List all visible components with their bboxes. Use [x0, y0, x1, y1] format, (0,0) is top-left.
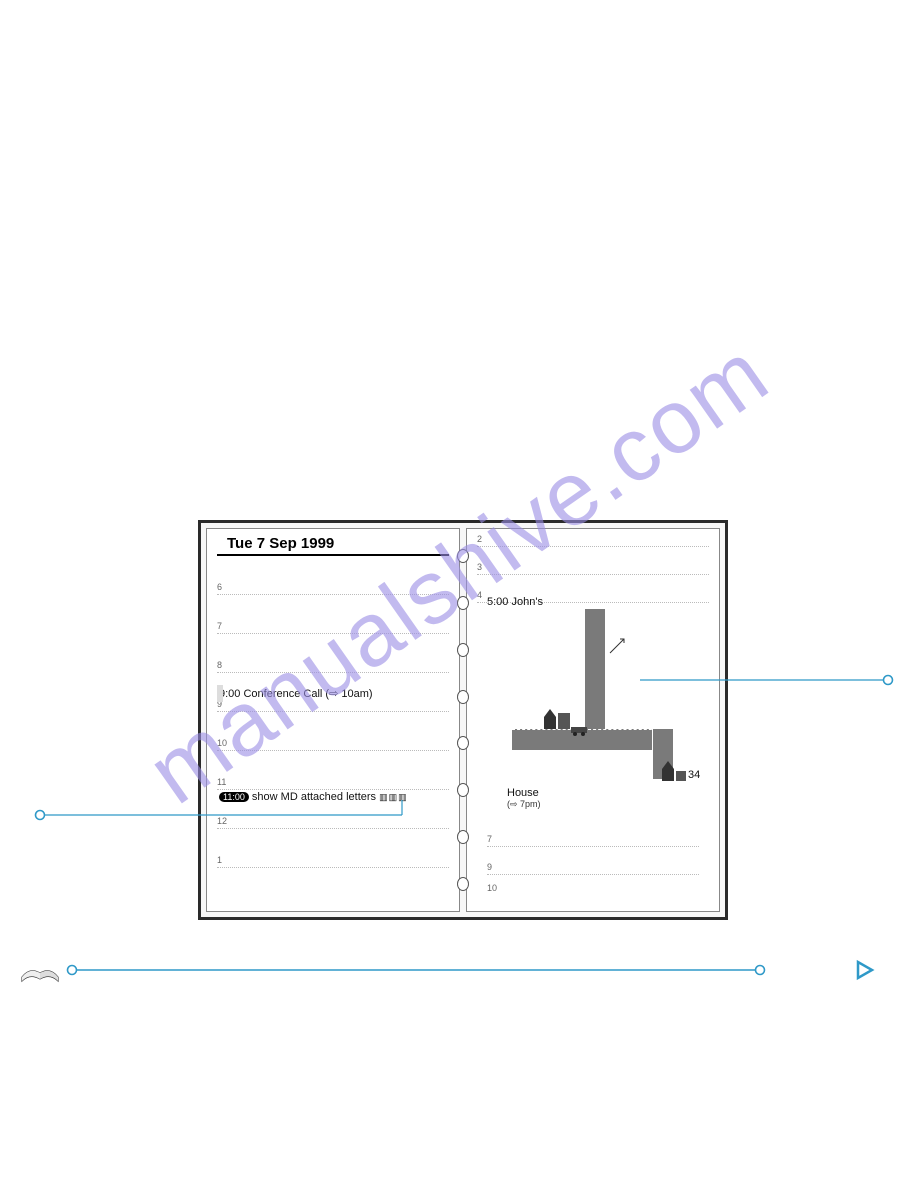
hour-label: 8 — [217, 660, 233, 672]
hour-label: 11 — [217, 777, 233, 789]
entry-time: 5:00 — [487, 596, 508, 608]
agenda-book: Tue 7 Sep 1999 6 7 8 9 10 11 12 1 9:00 C… — [198, 520, 728, 920]
hour-label: 9 — [487, 862, 503, 874]
entry-text: Conference Call (⇨ 10am) — [243, 688, 372, 700]
entry-text: John's — [511, 596, 542, 608]
ring-icon — [457, 830, 469, 844]
page-title: Tue 7 Sep 1999 — [217, 529, 449, 556]
ring-icon — [457, 877, 469, 891]
attachment-icons[interactable]: ▥▥▥ — [379, 792, 408, 802]
entry-badge: 11:00 — [219, 792, 249, 802]
compass-icon — [608, 637, 626, 655]
entry-time: 9:00 — [219, 688, 240, 700]
hour-label: 3 — [477, 562, 493, 574]
ring-icon — [457, 736, 469, 750]
agenda-left-page: Tue 7 Sep 1999 6 7 8 9 10 11 12 1 9:00 C… — [206, 528, 460, 912]
entry-attached-letters[interactable]: 11:00 show MD attached letters ▥▥▥ — [219, 791, 447, 803]
ring-icon — [457, 643, 469, 657]
map-sketch[interactable]: 34 — [504, 609, 704, 809]
ring-icon — [457, 596, 469, 610]
hour-label: 1 — [217, 855, 233, 867]
entry-johns[interactable]: 5:00 John's — [487, 596, 707, 608]
hour-label: 12 — [217, 816, 233, 828]
house-number: 34 — [688, 769, 700, 781]
agenda-right-page: 2 3 4 5:00 John's 34 House (⇨ 7pm) 7 9 1… — [466, 528, 720, 912]
building-icon — [662, 761, 688, 781]
hour-label: 6 — [217, 582, 233, 594]
entry-text: show MD attached letters — [252, 791, 376, 803]
entry-conference-call[interactable]: 9:00 Conference Call (⇨ 10am) — [219, 687, 447, 700]
ring-icon — [457, 690, 469, 704]
hour-label: 7 — [217, 621, 233, 633]
ring-icon — [457, 549, 469, 563]
hour-label: 10 — [217, 738, 233, 750]
open-book-icon — [20, 955, 60, 985]
hour-label: 10 — [487, 883, 503, 895]
ring-icon — [457, 783, 469, 797]
car-icon — [566, 719, 592, 739]
hour-label: 7 — [487, 834, 503, 846]
hour-label: 2 — [477, 534, 493, 546]
book-spine — [457, 533, 469, 907]
house-label: House (⇨ 7pm) — [507, 787, 541, 810]
